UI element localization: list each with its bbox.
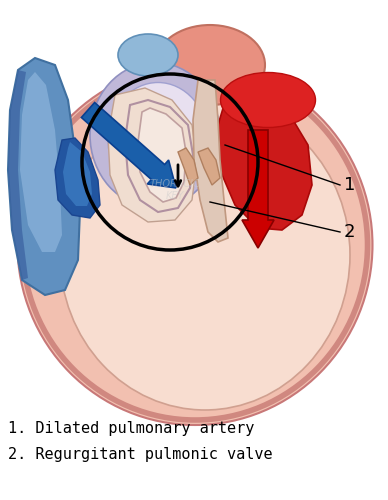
Polygon shape [138,108,186,202]
FancyArrow shape [242,130,274,248]
Ellipse shape [60,100,350,410]
Polygon shape [218,85,312,230]
Ellipse shape [155,25,265,105]
Text: 2: 2 [344,223,355,241]
Text: 1: 1 [344,176,355,194]
Ellipse shape [90,62,220,208]
Polygon shape [178,148,198,185]
Polygon shape [193,80,228,242]
Text: THORACIC
KEY: THORACIC KEY [150,179,200,201]
Ellipse shape [108,82,208,198]
Polygon shape [8,58,80,295]
Ellipse shape [220,72,315,128]
FancyArrow shape [81,102,176,188]
Polygon shape [8,70,28,280]
Polygon shape [108,88,197,222]
Text: 1. Dilated pulmonary artery: 1. Dilated pulmonary artery [8,420,255,436]
Polygon shape [63,142,92,206]
Polygon shape [198,148,220,185]
Polygon shape [20,72,62,252]
Ellipse shape [118,34,178,76]
Text: 2. Regurgitant pulmonic valve: 2. Regurgitant pulmonic valve [8,448,273,462]
Polygon shape [55,138,100,218]
Ellipse shape [17,65,372,425]
